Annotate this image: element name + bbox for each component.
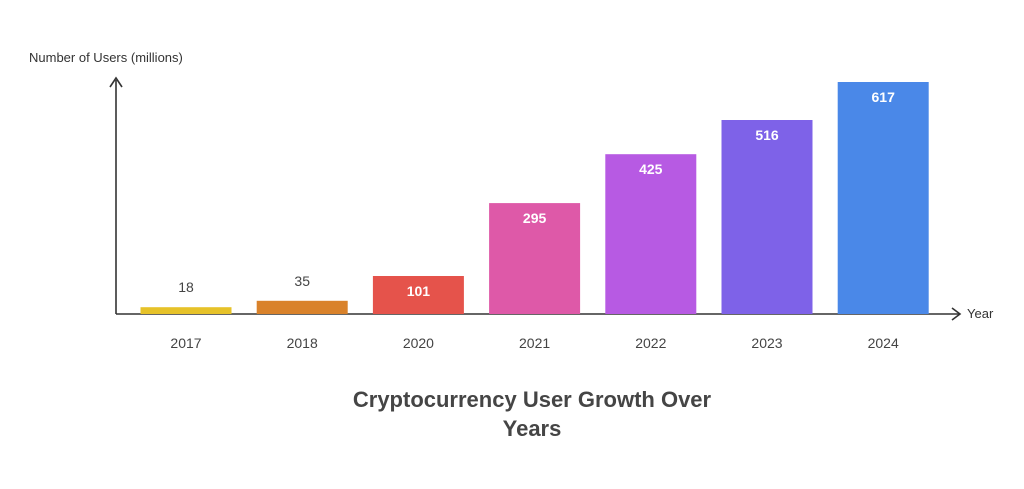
- value-labels-group: 18 35 101 295 425 516 617: [178, 89, 895, 299]
- bar-2017: [140, 307, 232, 314]
- value-label-2021: 295: [523, 210, 547, 226]
- y-axis-title: Number of Users (millions): [29, 50, 183, 65]
- x-tick-label-2017: 2017: [170, 335, 201, 351]
- x-tick-label-2022: 2022: [635, 335, 666, 351]
- x-tick-label-2018: 2018: [287, 335, 318, 351]
- x-tick-label-2021: 2021: [519, 335, 550, 351]
- x-tick-label-2023: 2023: [751, 335, 782, 351]
- chart-title-line-1: Cryptocurrency User Growth Over: [353, 387, 712, 412]
- value-label-2018: 35: [294, 273, 310, 289]
- value-label-2023: 516: [755, 127, 779, 143]
- y-axis-arrow: [109, 76, 123, 88]
- value-label-2024: 617: [872, 89, 896, 105]
- value-label-2017: 18: [178, 279, 194, 295]
- bar-2021: [489, 203, 581, 314]
- bar-2024: [837, 82, 929, 314]
- x-axis-arrow: [951, 307, 962, 321]
- x-tick-labels-group: 2017 2018 2020 2021 2022 2023 2024: [170, 335, 899, 351]
- value-label-2020: 101: [407, 283, 431, 299]
- x-axis-title: Year: [967, 306, 994, 321]
- bar-2023: [721, 120, 813, 314]
- value-label-2022: 425: [639, 161, 663, 177]
- x-tick-label-2020: 2020: [403, 335, 434, 351]
- bar-2018: [256, 300, 348, 314]
- bar-2020: [372, 276, 464, 314]
- x-tick-label-2024: 2024: [868, 335, 899, 351]
- chart-title-line-2: Years: [503, 416, 562, 441]
- bar-2022: [605, 154, 697, 314]
- bars-group: [140, 82, 929, 314]
